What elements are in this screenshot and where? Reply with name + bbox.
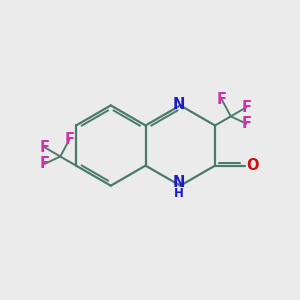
Text: F: F: [40, 140, 50, 155]
Text: F: F: [64, 132, 74, 147]
Text: F: F: [40, 156, 50, 171]
Text: F: F: [242, 100, 251, 115]
Text: O: O: [246, 158, 258, 173]
Text: F: F: [242, 116, 251, 131]
Text: N: N: [172, 97, 185, 112]
Text: H: H: [174, 187, 184, 200]
Text: N: N: [172, 175, 185, 190]
Text: F: F: [217, 92, 227, 107]
